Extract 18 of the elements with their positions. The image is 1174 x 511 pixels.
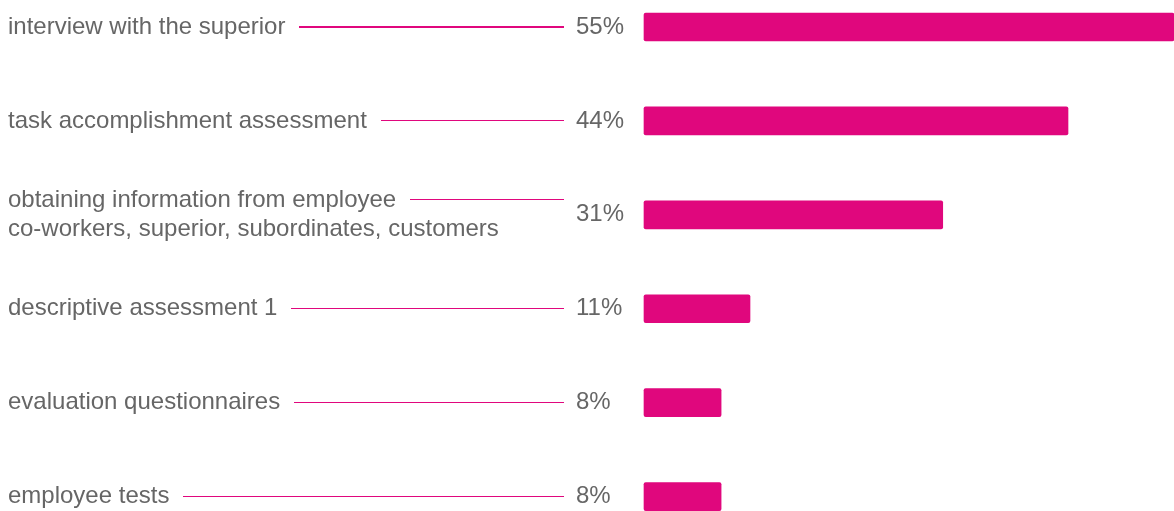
data-label: 8% — [576, 387, 611, 415]
data-label: 44% — [576, 105, 625, 133]
bar — [643, 388, 722, 418]
data-label: 55% — [576, 11, 625, 39]
bar — [643, 294, 751, 324]
bar — [643, 12, 1174, 42]
y-tick-label: employee tests — [8, 481, 170, 509]
data-label: 31% — [576, 199, 625, 227]
y-tick-label: task accomplishment assessment — [8, 105, 368, 133]
y-tick-label: evaluation questionnaires — [8, 387, 281, 415]
y-tick-label: descriptive assessment 1 — [8, 293, 278, 321]
y-tick-label: obtaining information from employee co-workers, superior, subordinates, customers — [8, 185, 499, 241]
bar — [643, 482, 722, 511]
bar — [643, 106, 1069, 136]
data-label: 8% — [576, 481, 611, 509]
data-label: 11% — [576, 293, 623, 321]
bar — [643, 200, 944, 230]
y-tick-label: interview with the superior — [8, 11, 286, 39]
